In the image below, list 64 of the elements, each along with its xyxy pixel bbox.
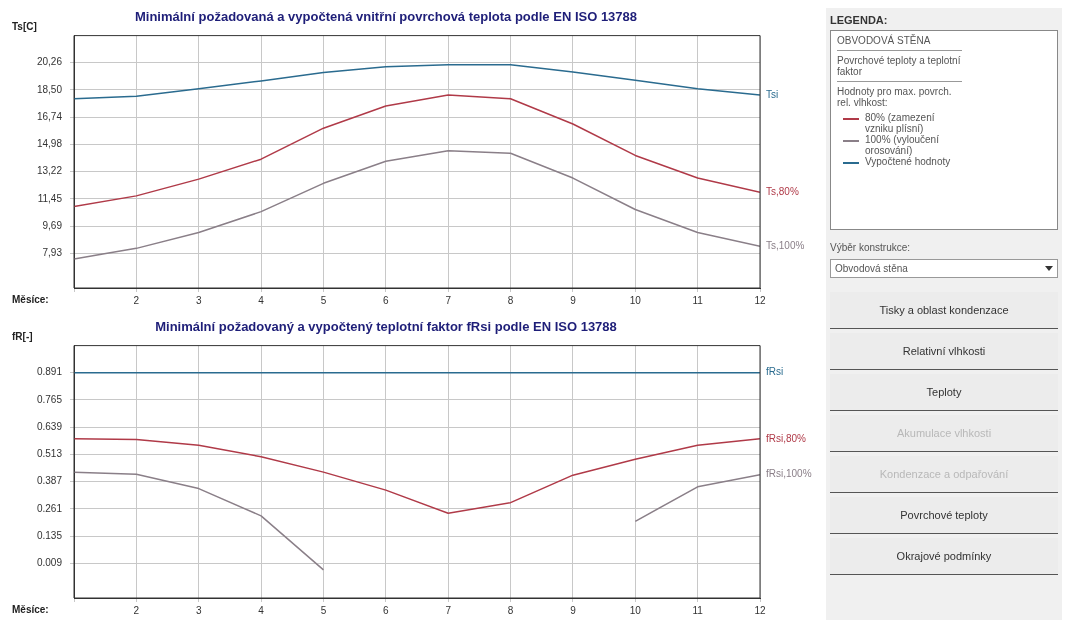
text: 80% (zamezení vzniku plísní) — [865, 112, 935, 134]
text: Tisky a oblast kondenzace — [830, 292, 1058, 329]
y-tick-label: 0.513 — [36, 448, 63, 460]
x-tick-label: 5 — [320, 604, 327, 616]
x-axis-title: Měsíce: — [12, 603, 49, 615]
y-axis-title: Ts[C] — [12, 21, 37, 33]
text: Relativní vlhkosti — [830, 333, 1058, 370]
x-tick-label: 8 — [507, 604, 514, 616]
y-tick-label: 16,74 — [36, 110, 63, 122]
text: Hodnoty pro max. povrch. rel. vlhkost: — [837, 85, 953, 110]
series-label: Ts,100% — [766, 239, 805, 251]
x-tick-label: 11 — [692, 604, 704, 616]
y-tick-label: 0.009 — [36, 557, 63, 569]
y-tick-label: 0.135 — [36, 530, 63, 541]
x-tick-label: 6 — [383, 294, 390, 306]
y-tick-label: 11,45 — [37, 192, 63, 204]
x-tick-label: 3 — [195, 294, 202, 306]
y-tick-label: 0.891 — [36, 366, 63, 378]
x-tick-label: 4 — [258, 294, 265, 306]
series-label: fRsi — [766, 366, 784, 378]
x-axis-title: Měsíce: — [12, 293, 49, 305]
x-tick-label: 6 — [383, 604, 390, 616]
x-tick-label: 10 — [629, 294, 642, 306]
x-tick-label: 12 — [754, 604, 766, 616]
x-tick-label: 5 — [320, 294, 327, 306]
x-tick-label: 10 — [629, 604, 642, 616]
x-tick-label: 3 — [195, 604, 202, 616]
text: Vypočtené hodnoty — [865, 156, 952, 167]
x-tick-label: 2 — [133, 604, 140, 616]
series-label: Tsi — [766, 88, 779, 100]
y-tick-label: 7,93 — [42, 247, 63, 259]
x-tick-label: 7 — [445, 294, 452, 306]
y-axis-title: fR[-] — [12, 331, 33, 343]
y-tick-label: 18,50 — [36, 83, 63, 95]
text: Výběr konstrukce: — [830, 242, 912, 253]
y-tick-label: 14,98 — [36, 138, 63, 150]
text: Teploty — [830, 374, 1058, 411]
x-tick-label: 4 — [258, 604, 265, 616]
y-tick-label: 9,69 — [42, 219, 63, 231]
y-tick-label: 20,26 — [36, 56, 63, 68]
series-label: fRsi,80% — [766, 432, 807, 444]
y-tick-label: 13,22 — [36, 165, 63, 177]
x-tick-label: 2 — [133, 294, 140, 306]
series-label: Ts,80% — [766, 185, 799, 197]
x-tick-label: 8 — [507, 294, 514, 306]
y-tick-label: 0.261 — [36, 502, 63, 514]
x-tick-label: 12 — [754, 294, 766, 306]
x-tick-label: 9 — [570, 604, 577, 616]
text: OBVODOVÁ STĚNA — [837, 35, 962, 51]
text: 100% (vyloučení orosování) — [865, 134, 939, 156]
text: Povrchové teploty a teplotní faktor — [837, 51, 962, 82]
y-tick-label: 0.387 — [36, 475, 63, 487]
chart-title: Minimální požadovaný a vypočtený teplotní faktor fRsi podle EN ISO 13788 — [155, 319, 617, 335]
y-tick-label: 0.639 — [36, 420, 63, 432]
chart-title: Minimální požadovaná a vypočtená vnitřní povrchová teplota podle EN ISO 13788 — [134, 9, 638, 25]
text: Povrchové teploty — [830, 497, 1058, 534]
text: Obvodová stěna — [835, 263, 908, 274]
x-tick-label: 7 — [445, 604, 452, 616]
x-tick-label: 9 — [570, 294, 577, 306]
series-label: fRsi,100% — [766, 468, 812, 480]
text: Okrajové podmínky — [830, 538, 1058, 575]
x-tick-label: 11 — [692, 294, 704, 306]
text: LEGENDA: — [830, 14, 889, 26]
y-tick-label: 0.765 — [36, 393, 63, 405]
